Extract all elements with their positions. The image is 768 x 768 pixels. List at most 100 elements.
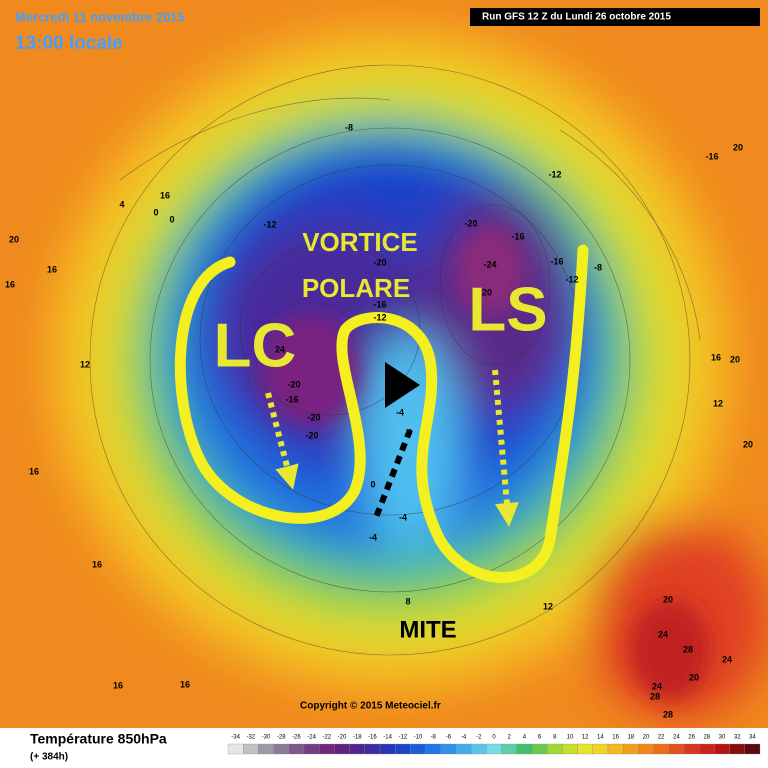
flow-arrows bbox=[265, 362, 519, 527]
scale-swatch bbox=[288, 743, 305, 755]
isotherm-label: 16 bbox=[160, 190, 170, 200]
scale-swatch bbox=[319, 743, 335, 755]
scale-label: 18 bbox=[627, 735, 634, 741]
run-info: Run GFS 12 Z du Lundi 26 octobre 2015 bbox=[482, 12, 671, 23]
color-scale: -34 -32 -30 -28 -26 -24 -22 -20 -18 -16 -14 -12 -10-… bbox=[227, 735, 761, 755]
scale-label: 28 bbox=[703, 735, 710, 741]
isotherm-label: 24 bbox=[652, 681, 662, 691]
isotherm-label: -16 bbox=[705, 151, 718, 161]
scale-swatch bbox=[531, 743, 548, 755]
scale-label: 26 bbox=[688, 735, 695, 741]
scale-label: 32 bbox=[734, 735, 741, 741]
isotherm-label: 28 bbox=[650, 691, 660, 701]
isotherm-label: -12 bbox=[548, 169, 561, 179]
scale-label: 4 bbox=[523, 735, 527, 741]
scale-label: 2 bbox=[508, 735, 512, 741]
isotherm-label: -20 bbox=[373, 257, 386, 267]
scale-swatch bbox=[516, 743, 533, 755]
isotherm-label: 24 bbox=[722, 654, 732, 664]
annotation: LS bbox=[468, 275, 547, 344]
scale-label: -16 bbox=[368, 735, 377, 741]
isotherm-label: 12 bbox=[80, 359, 90, 369]
isotherm-label: -8 bbox=[594, 262, 602, 272]
scale-swatch bbox=[562, 743, 578, 755]
scale-label: -2 bbox=[476, 735, 482, 741]
isotherm-label: -20 bbox=[307, 412, 320, 422]
isotherm-label: 24 bbox=[658, 629, 668, 639]
scale-label: -34 bbox=[231, 735, 240, 741]
scale-swatch bbox=[303, 743, 320, 755]
isotherm-label: 20 bbox=[689, 672, 699, 682]
map-date: Mercredi 11 novembre 2015 bbox=[15, 9, 185, 24]
isotherm-label: 20 bbox=[482, 287, 492, 297]
scale-swatch bbox=[592, 743, 609, 755]
scale-label: 0 bbox=[492, 735, 496, 741]
scale-swatch bbox=[425, 743, 441, 755]
scale-swatch bbox=[638, 743, 654, 755]
isotherm-label: 0 bbox=[407, 427, 412, 437]
isotherm-label: 16 bbox=[5, 279, 15, 289]
footer-title: Température 850hPa bbox=[30, 731, 167, 747]
scale-label: 20 bbox=[643, 735, 650, 741]
scale-swatch bbox=[410, 743, 426, 755]
isotherm-label: -4 bbox=[369, 532, 377, 542]
scale-swatch bbox=[243, 743, 259, 755]
isotherm-label: 20 bbox=[733, 142, 743, 152]
isotherm-label: -4 bbox=[396, 407, 404, 417]
scale-swatch bbox=[440, 743, 457, 755]
scale-label: -10 bbox=[414, 735, 423, 741]
scale-label: -14 bbox=[383, 735, 392, 741]
isotherm-label: -16 bbox=[373, 299, 386, 309]
scale-label: -28 bbox=[277, 735, 286, 741]
scale-swatch bbox=[334, 743, 350, 755]
annotation: MITE bbox=[399, 616, 456, 643]
scale-label: 14 bbox=[597, 735, 604, 741]
isotherm-label: -16 bbox=[550, 256, 563, 266]
jet-stream-outline bbox=[174, 244, 589, 583]
run-box bbox=[470, 8, 760, 26]
scale-label: 10 bbox=[567, 735, 574, 741]
isotherm-label: 16 bbox=[29, 466, 39, 476]
annotation: VORTICE bbox=[302, 227, 418, 257]
scale-label: 34 bbox=[749, 735, 756, 741]
scale-swatch bbox=[364, 743, 381, 755]
isotherm-label: 0 bbox=[169, 214, 174, 224]
isotherm-label: 20 bbox=[663, 594, 673, 604]
isotherm-label: -20 bbox=[464, 218, 477, 228]
scale-label: -24 bbox=[307, 735, 316, 741]
scale-label: 6 bbox=[538, 735, 542, 741]
scale-label: -32 bbox=[246, 735, 255, 741]
isotherm-label: 8 bbox=[405, 596, 410, 606]
scale-label: -22 bbox=[322, 735, 331, 741]
scale-label: -12 bbox=[398, 735, 407, 741]
scale-swatch bbox=[486, 743, 502, 755]
scale-label: 30 bbox=[719, 735, 726, 741]
scale-swatch bbox=[729, 743, 745, 755]
scale-swatch bbox=[607, 743, 624, 755]
isotherm-label: 28 bbox=[683, 644, 693, 654]
scale-swatch bbox=[273, 743, 289, 755]
scale-swatch bbox=[714, 743, 730, 755]
copyright: Copyright © 2015 Meteociel.fr bbox=[300, 701, 441, 712]
scale-swatch bbox=[395, 743, 411, 755]
isotherm-label: -20 bbox=[287, 379, 300, 389]
scale-swatch bbox=[699, 743, 715, 755]
scale-swatch bbox=[744, 743, 761, 755]
temperature-field bbox=[0, 0, 768, 728]
isotherm-label: 20 bbox=[730, 354, 740, 364]
isotherm-label: 24 bbox=[275, 344, 285, 354]
scale-swatch bbox=[227, 743, 244, 755]
scale-swatch bbox=[379, 743, 396, 755]
scale-swatch bbox=[547, 743, 563, 755]
scale-swatch bbox=[683, 743, 700, 755]
isotherm-label: 20 bbox=[9, 234, 19, 244]
isotherm-label: -20 bbox=[305, 430, 318, 440]
isotherm-label: -12 bbox=[263, 219, 276, 229]
isotherm-label: -16 bbox=[285, 394, 298, 404]
footer-lead: (+ 384h) bbox=[30, 752, 68, 763]
isotherm-label: -12 bbox=[565, 274, 578, 284]
scale-label: -30 bbox=[262, 735, 271, 741]
scale-swatch bbox=[349, 743, 365, 755]
